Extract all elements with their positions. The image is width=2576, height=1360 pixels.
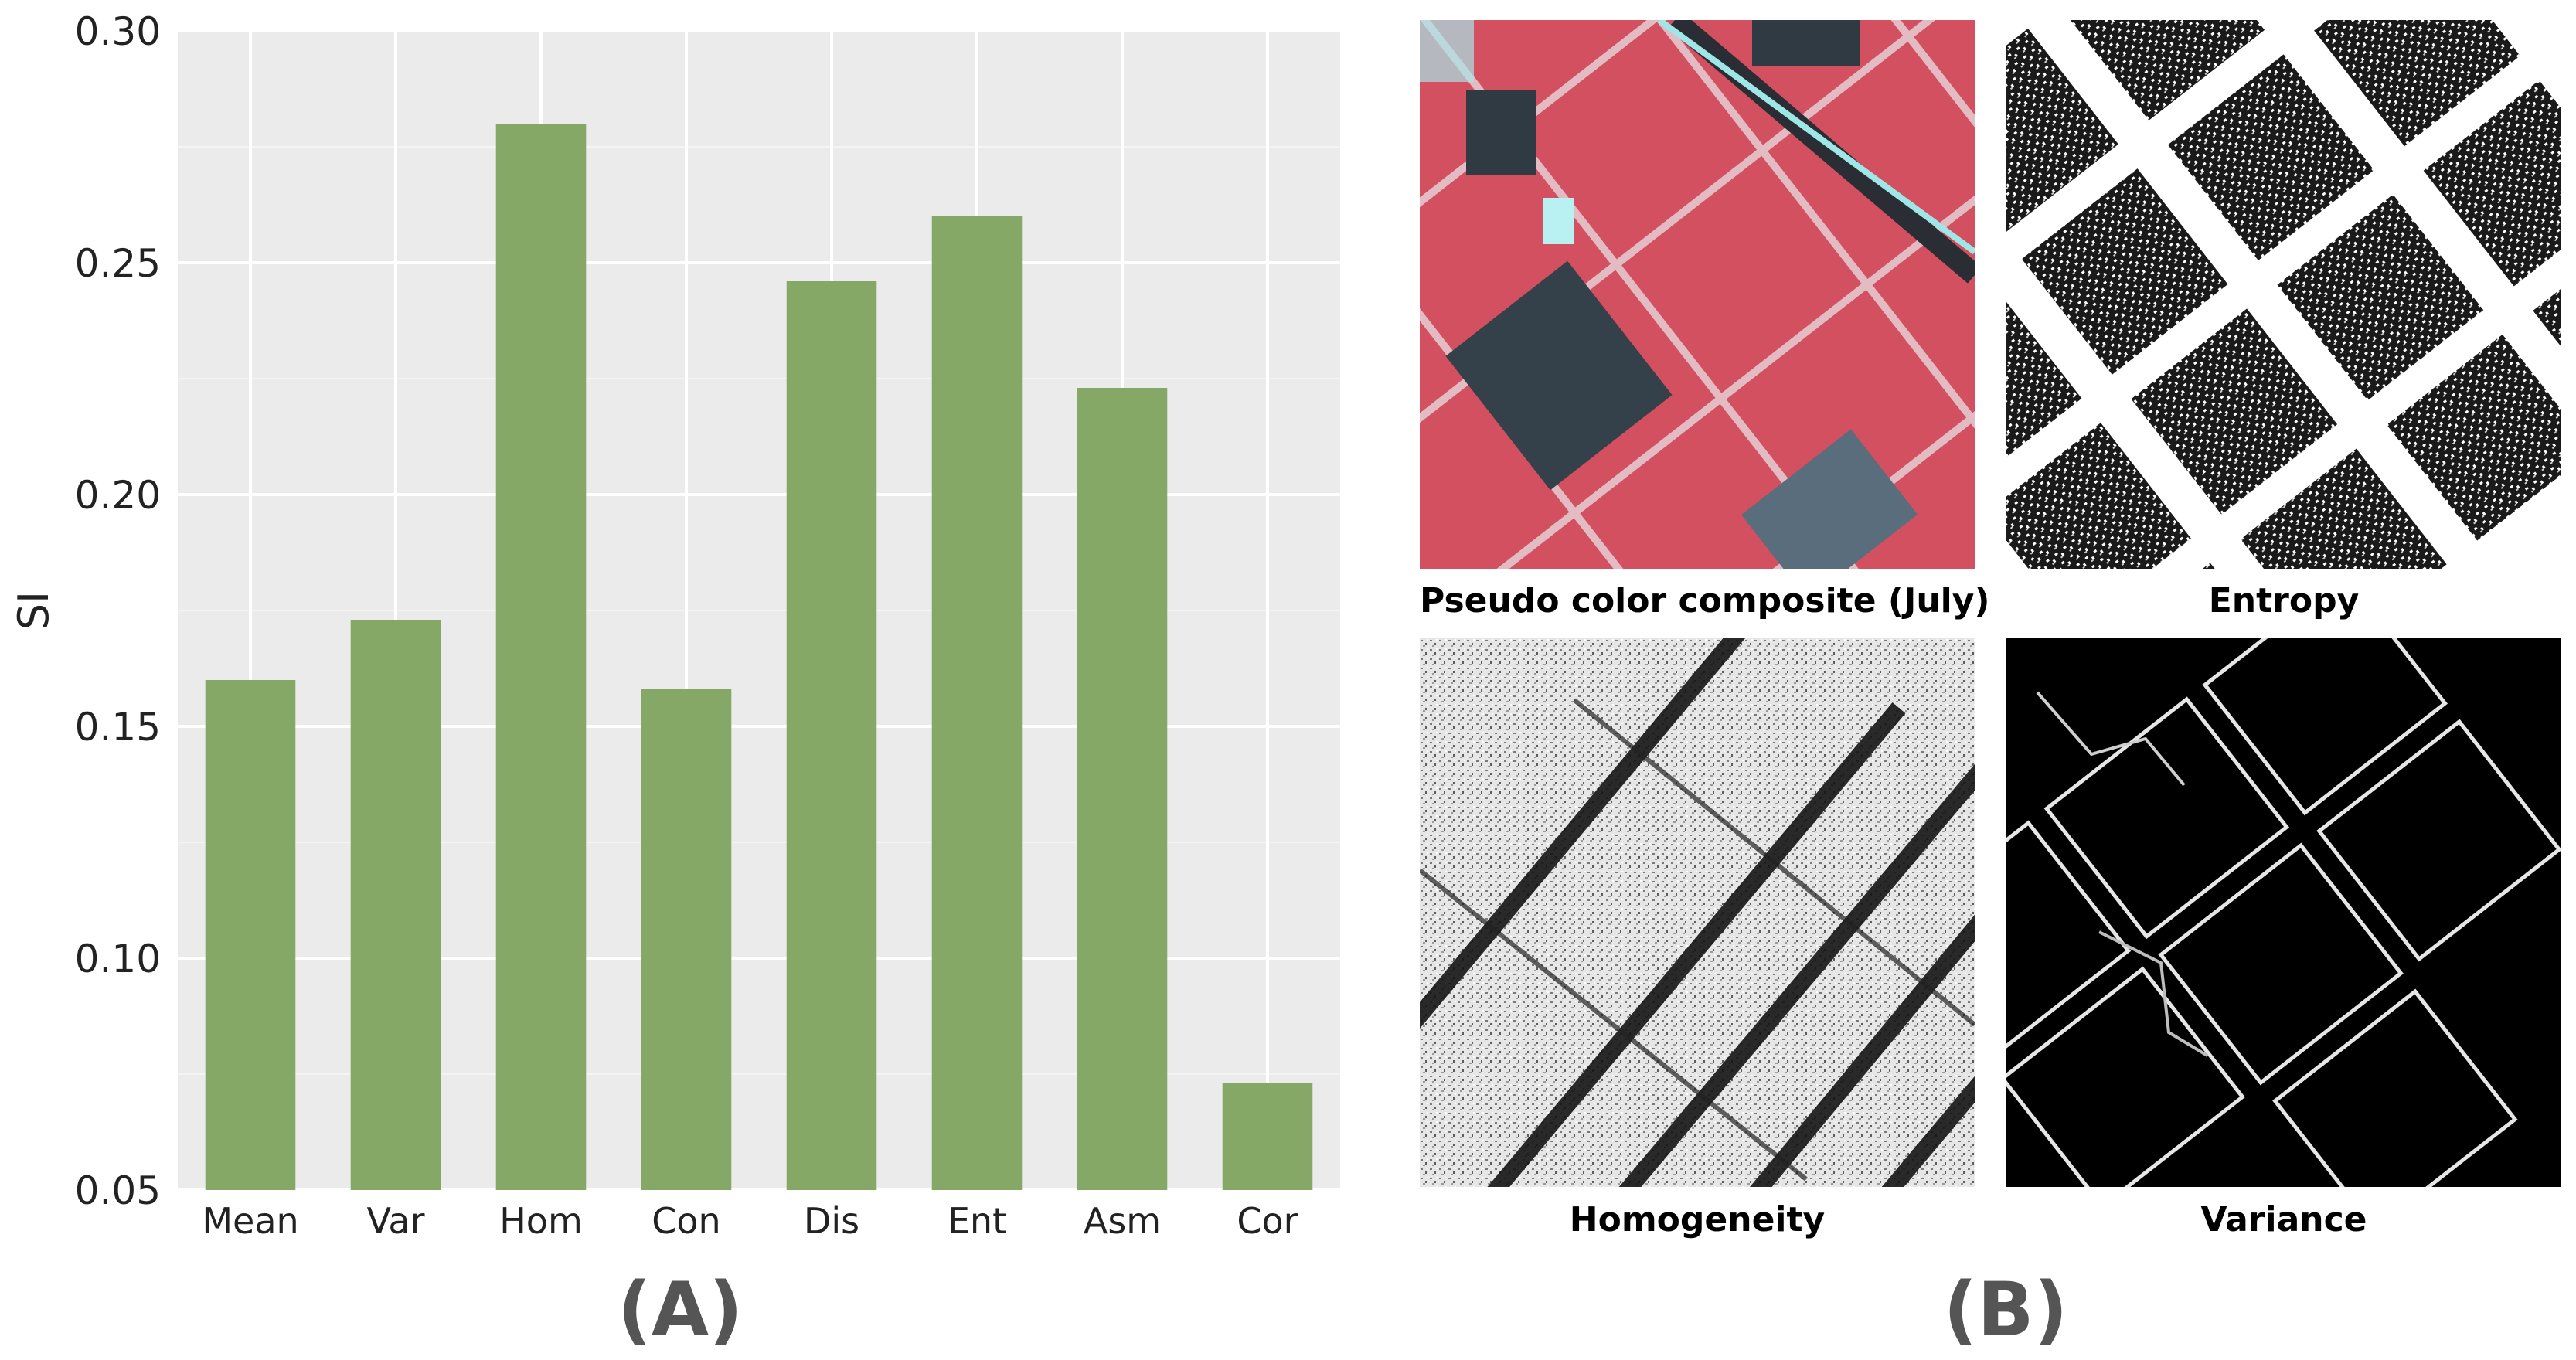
bar-cor xyxy=(1222,1083,1313,1190)
bar-chart: 0.05 0.10 0.15 0.20 0.25 0.30 Mean Var Hom Con Di… xyxy=(9,9,1340,1353)
panel-label-a: (A) xyxy=(618,1266,743,1353)
image-tile-pseudo-color xyxy=(1420,20,1975,569)
y-tick-label: 0.30 xyxy=(75,9,161,54)
image-tile-variance xyxy=(2006,638,2561,1187)
panel-label-b-wrapper: (B) xyxy=(1944,1266,2068,1353)
bar-mean xyxy=(205,680,296,1190)
x-tick-label: Cor xyxy=(1237,1200,1298,1242)
y-axis-title: SI xyxy=(9,591,58,630)
bars xyxy=(205,124,1313,1190)
y-tick-label: 0.25 xyxy=(75,241,161,286)
x-tick-label: Ent xyxy=(948,1200,1006,1242)
y-tick-labels: 0.05 0.10 0.15 0.20 0.25 0.30 xyxy=(75,9,161,1213)
x-tick-label: Con xyxy=(652,1200,720,1242)
bar-var xyxy=(350,620,441,1190)
caption-pseudo-color: Pseudo color composite (July) xyxy=(1420,581,1990,620)
bar-con xyxy=(641,689,732,1190)
bar-asm xyxy=(1077,388,1168,1190)
x-tick-labels: Mean Var Hom Con Dis Ent Asm Cor xyxy=(202,1200,1298,1242)
x-tick-label: Asm xyxy=(1084,1200,1161,1242)
caption-variance: Variance xyxy=(2200,1200,2367,1239)
bar-ent xyxy=(931,216,1023,1190)
caption-homogeneity: Homogeneity xyxy=(1569,1200,1826,1239)
y-tick-label: 0.20 xyxy=(75,473,161,518)
x-tick-label: Var xyxy=(367,1200,425,1242)
y-tick-label: 0.05 xyxy=(75,1168,161,1213)
caption-entropy: Entropy xyxy=(2208,581,2360,620)
x-tick-label: Mean xyxy=(202,1200,298,1242)
x-tick-label: Hom xyxy=(499,1200,583,1242)
image-tile-homogeneity xyxy=(1420,638,1975,1187)
y-tick-label: 0.15 xyxy=(75,705,161,750)
bar-dis xyxy=(786,281,877,1190)
image-tile-entropy xyxy=(2006,20,2561,569)
y-tick-label: 0.10 xyxy=(75,937,161,981)
bar-hom xyxy=(495,124,587,1190)
panel-label-b: (B) xyxy=(1944,1266,2068,1353)
x-tick-label: Dis xyxy=(804,1200,859,1242)
